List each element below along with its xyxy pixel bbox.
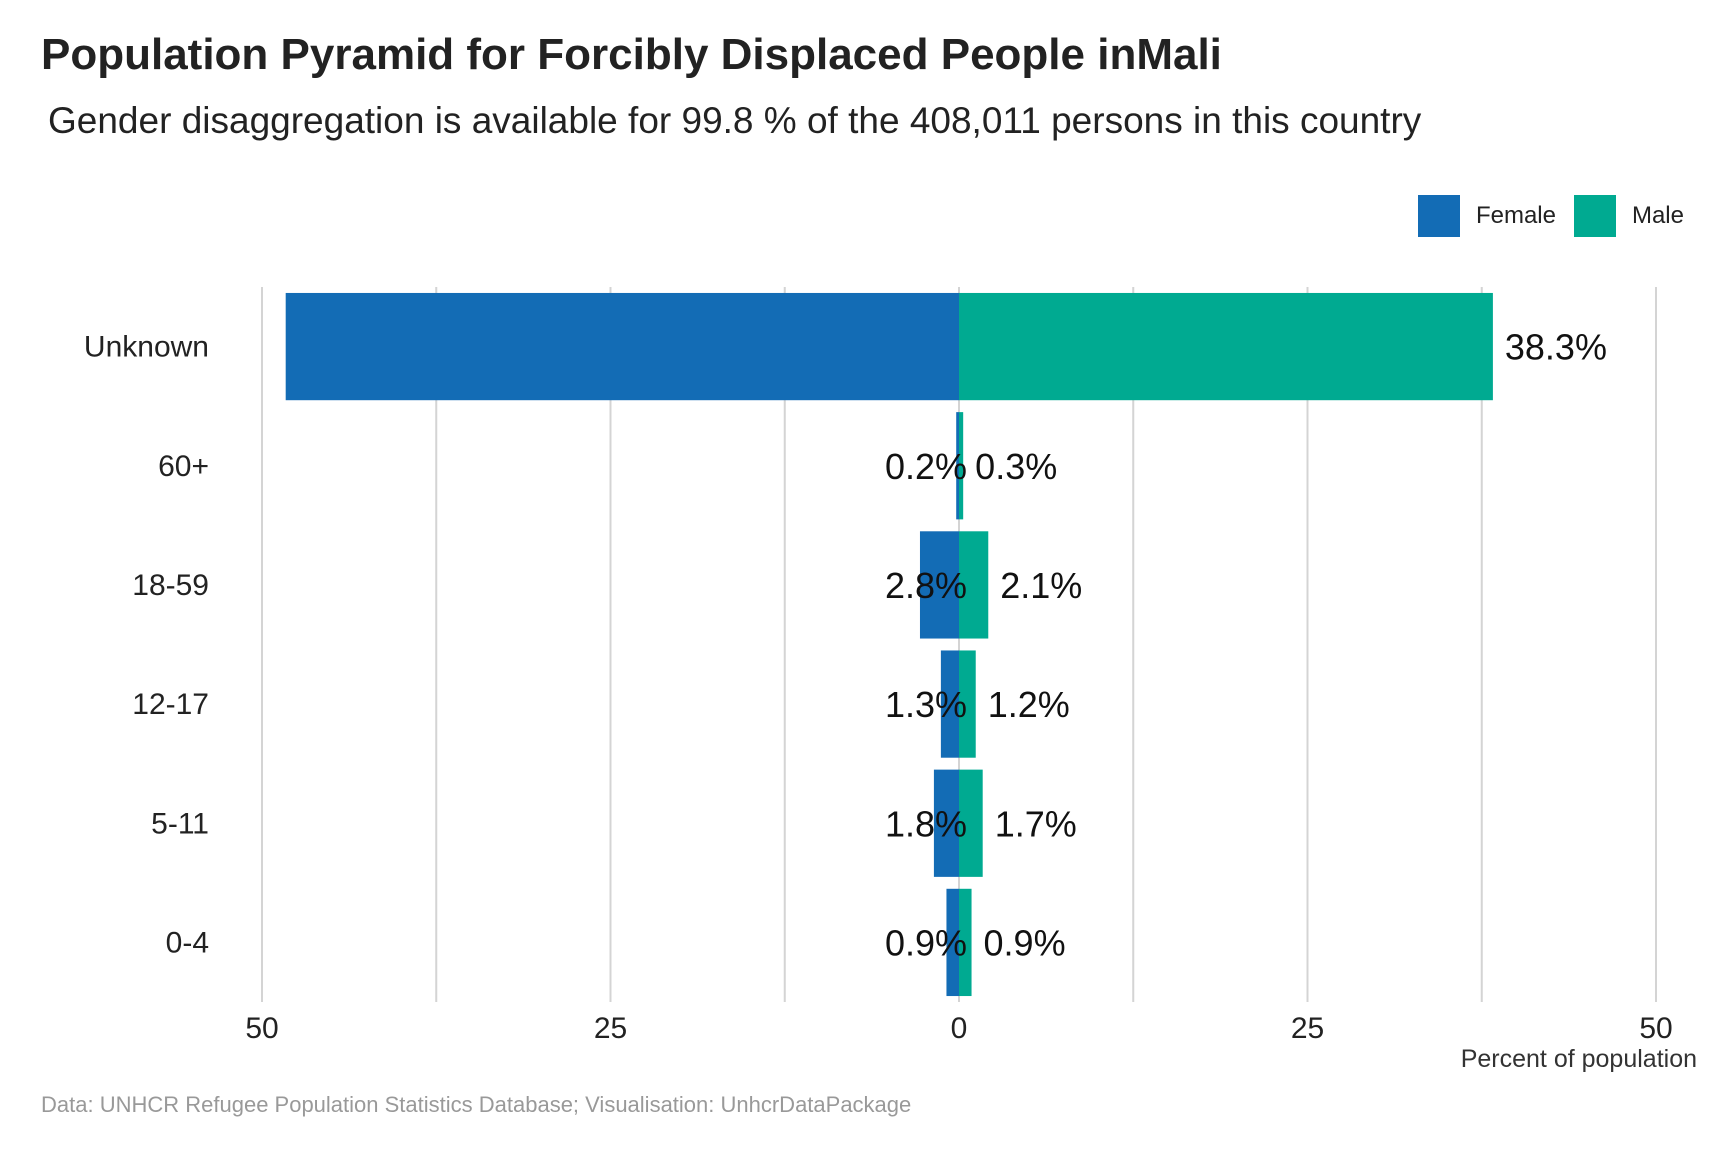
legend-item-female: Female	[1417, 195, 1556, 237]
grid-lines	[261, 287, 1657, 1002]
legend-swatch-male	[1573, 195, 1616, 237]
data-label-male: 38.3%	[1505, 327, 1607, 368]
category-label: 5-11	[151, 807, 209, 840]
data-label-female: 1.8%	[885, 803, 967, 844]
x-tick-label: 25	[1291, 1012, 1324, 1045]
category-label: 18-59	[132, 569, 209, 602]
data-label-female: 1.3%	[885, 684, 967, 725]
category-label: 60+	[158, 450, 209, 483]
bar-male	[959, 888, 972, 997]
data-label-male: 1.7%	[995, 803, 1077, 844]
bar-male	[959, 650, 976, 758]
category-label: 12-17	[132, 688, 209, 721]
legend-swatch-female	[1417, 195, 1460, 237]
chart-caption: Data: UNHCR Refugee Population Statistic…	[41, 1092, 912, 1117]
legend: Female Male	[1400, 195, 1684, 237]
x-tick-label: 0	[951, 1012, 968, 1045]
bar-female	[919, 531, 959, 639]
bar-male	[959, 292, 1493, 401]
data-label-female: 0.9%	[885, 922, 967, 963]
data-label-female: 0.2%	[885, 446, 967, 487]
x-tick-label: 50	[245, 1012, 278, 1045]
bar-male	[959, 531, 989, 639]
category-labels: Unknown 60+ 18-59 12-17 5-11 0-4	[84, 331, 209, 960]
bar-female	[285, 292, 959, 401]
data-label-male: 0.3%	[975, 446, 1057, 487]
bar-female	[946, 888, 959, 997]
x-tick-label: 50	[1639, 1012, 1672, 1045]
data-label-female: 2.8%	[885, 565, 967, 606]
bar-female	[940, 650, 959, 758]
category-label: Unknown	[84, 331, 209, 364]
legend-item-male: Male	[1573, 195, 1684, 237]
bar-male	[959, 769, 983, 877]
x-axis-ticks: 50 25 0 25 50	[245, 1012, 1672, 1045]
chart-title: Population Pyramid for Forcibly Displace…	[41, 30, 1222, 79]
bars	[285, 292, 1493, 997]
bar-female	[933, 769, 959, 877]
legend-label-male: Male	[1631, 202, 1684, 229]
data-label-male: 0.9%	[984, 922, 1066, 963]
x-tick-label: 25	[594, 1012, 627, 1045]
bar-female	[956, 412, 959, 520]
category-label: 0-4	[166, 926, 209, 959]
data-label-male: 1.2%	[988, 684, 1070, 725]
data-label-male: 2.1%	[1000, 565, 1082, 606]
x-axis-title: Percent of population	[1461, 1045, 1697, 1073]
data-labels: 38.3% 0.2% 0.3% 2.8% 2.1% 1.3% 1.2% 1.8% 1.7% 0.9…	[885, 327, 1607, 964]
chart-subtitle: Gender disaggregation is available for 9…	[48, 100, 1422, 141]
legend-label-female: Female	[1475, 202, 1556, 229]
bar-male	[959, 412, 964, 520]
